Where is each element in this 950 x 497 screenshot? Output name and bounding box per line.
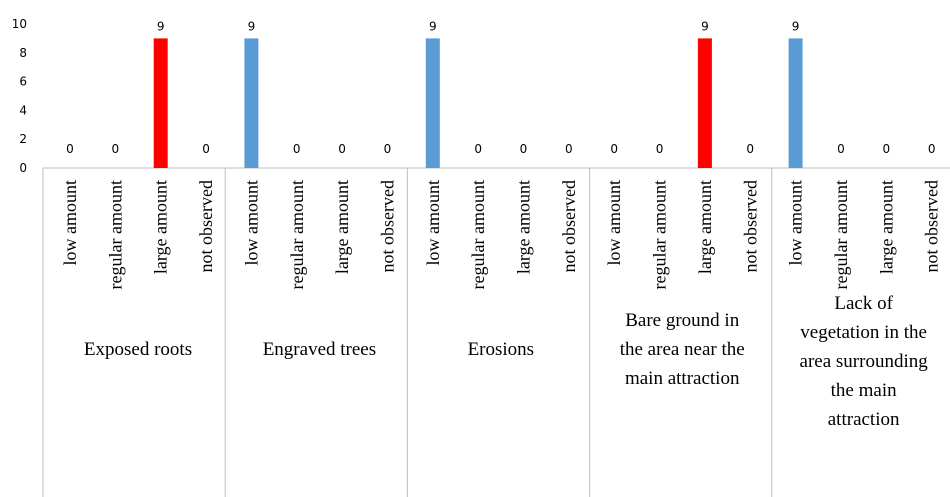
data-label: 0 [746,142,754,156]
category-label: low amount [423,180,443,266]
data-label: 9 [792,19,800,33]
category-label: regular amount [650,180,670,289]
bar [153,38,168,169]
group-label-line: area surrounding [800,351,929,372]
category-label: not observed [922,180,942,272]
data-label: 9 [248,19,256,33]
y-tick-label: 10 [12,17,27,31]
y-tick-label: 6 [19,75,27,89]
category-label: large amount [332,180,352,274]
data-label: 0 [338,142,346,156]
group-label: Bare ground in the area near the main attr… [620,310,745,389]
bar [788,38,803,169]
data-label: 0 [384,142,392,156]
data-label: 9 [429,19,437,33]
y-tick-label: 2 [19,132,27,146]
group-label-line: attraction [828,409,900,430]
data-label: 0 [656,142,664,156]
category-label: low amount [604,180,624,266]
category-label: regular amount [287,180,307,289]
group-label: Erosions [468,339,535,360]
bar [244,38,259,169]
y-tick-label: 4 [19,103,27,117]
category-label: low amount [241,180,261,266]
data-label: 0 [66,142,74,156]
data-label: 0 [565,142,573,156]
group-label: Engraved trees [263,339,376,360]
category-label: low amount [60,180,80,266]
y-tick-label: 8 [19,46,27,60]
category-label: not observed [740,180,760,272]
labels: 0 low amount 0 regular amount 9 large amount 0… [60,19,942,430]
data-label: 0 [610,142,618,156]
category-label: large amount [695,180,715,274]
group-label: Exposed roots [84,339,192,360]
data-label: 0 [293,142,301,156]
group-label-line: Engraved trees [263,339,376,360]
data-label: 0 [837,142,845,156]
data-label: 0 [520,142,528,156]
data-label: 0 [882,142,890,156]
group-label-line: the main [831,380,897,401]
category-label: low amount [786,180,806,266]
bar [697,38,712,169]
data-label: 0 [202,142,210,156]
group-label-line: Erosions [468,339,535,360]
data-label: 0 [474,142,482,156]
group-label: Lack of vegetation in the area surrounding… [800,293,929,430]
bars [153,38,803,169]
group-label-line: Exposed roots [84,339,192,360]
group-label-line: the area near the [620,339,745,360]
category-label: large amount [151,180,171,274]
group-label-line: Bare ground in [625,310,739,331]
category-label: not observed [559,180,579,272]
data-label: 0 [112,142,120,156]
category-label: large amount [876,180,896,274]
data-label: 9 [701,19,709,33]
group-label-line: main attraction [625,368,740,389]
category-label: regular amount [468,180,488,289]
y-tick-label: 0 [19,161,27,175]
data-label: 0 [928,142,936,156]
category-label: regular amount [831,180,851,289]
category-label: not observed [196,180,216,272]
group-label-line: vegetation in the [800,322,927,343]
category-label: large amount [514,180,534,274]
category-label: not observed [377,180,397,272]
bar [425,38,440,169]
category-label: regular amount [105,180,125,289]
data-label: 9 [157,19,165,33]
group-label-line: Lack of [834,293,893,314]
